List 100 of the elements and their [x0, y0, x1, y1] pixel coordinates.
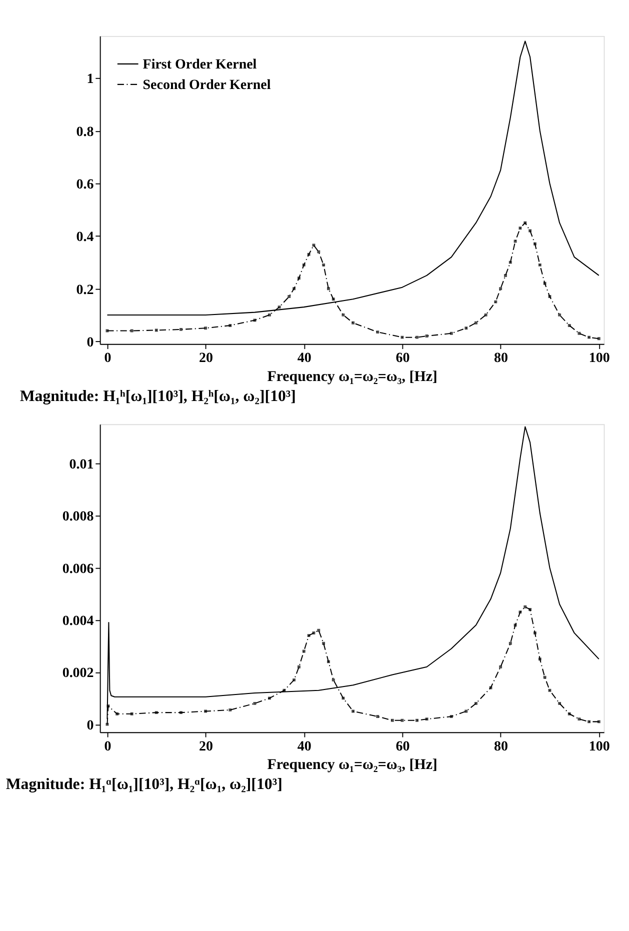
y-tick-label: 0.6 — [76, 177, 94, 192]
y-tick-label: 0.006 — [62, 562, 94, 577]
point — [332, 678, 335, 682]
y-tick-label: 0 — [86, 335, 94, 350]
y-tick-label: 0.002 — [62, 666, 94, 682]
point — [400, 718, 404, 722]
point — [425, 334, 428, 338]
point — [597, 720, 600, 724]
point — [524, 605, 527, 608]
point — [588, 720, 591, 724]
x-tick-label: 80 — [494, 739, 508, 754]
point — [376, 715, 380, 718]
y-tick-label: 0.008 — [62, 510, 94, 525]
point — [322, 263, 326, 266]
x-tick-label: 40 — [297, 739, 312, 754]
x-tick-label: 20 — [199, 739, 214, 754]
y-tick-label: 0.004 — [62, 614, 94, 630]
point — [464, 326, 468, 330]
point — [302, 263, 306, 266]
y-tick-label: 1 — [86, 72, 94, 88]
point — [533, 242, 536, 246]
point — [518, 226, 522, 230]
point — [548, 295, 552, 298]
point — [484, 313, 488, 316]
x-axis-title: Frequency ω₁=ω₂=ω₃, [Hz] — [267, 368, 438, 385]
point — [508, 260, 512, 264]
point — [130, 712, 134, 716]
point — [268, 696, 271, 700]
point — [292, 287, 296, 290]
point — [278, 306, 281, 309]
point — [543, 676, 546, 679]
x-tick-label: 80 — [494, 351, 508, 366]
point — [568, 324, 571, 327]
point — [518, 610, 522, 614]
point — [499, 287, 502, 290]
point — [292, 678, 296, 682]
point — [116, 712, 119, 716]
point — [450, 332, 453, 335]
point — [180, 328, 182, 331]
text: Magnitude: H₁ᵅ[ω₁][10³], H₂ᵅ[ω₁, ω₂][10³] — [6, 776, 282, 794]
point — [416, 336, 418, 339]
legend-label: First Order Kernel — [142, 58, 257, 73]
point — [317, 250, 320, 254]
point — [578, 332, 581, 335]
point — [228, 324, 232, 327]
x-tick-label: 60 — [396, 739, 410, 754]
point — [450, 715, 453, 718]
x-tick-label: 40 — [297, 351, 312, 366]
legend-label: Second Order Kernel — [142, 78, 271, 94]
point — [342, 313, 345, 316]
point — [528, 608, 532, 611]
point — [352, 321, 355, 324]
point — [588, 336, 591, 339]
point — [543, 282, 546, 285]
point — [298, 665, 300, 668]
point — [327, 660, 330, 664]
point — [154, 328, 158, 332]
y-tick-label: 0.2 — [76, 282, 94, 298]
y-tick-label: 0.8 — [76, 124, 94, 140]
point — [376, 330, 380, 334]
y-tick-label: 0.4 — [76, 230, 94, 246]
point — [307, 252, 310, 256]
point — [528, 229, 532, 232]
line-series — [106, 426, 600, 720]
point — [474, 321, 478, 324]
point — [228, 708, 232, 712]
point — [425, 718, 428, 721]
point — [538, 263, 542, 266]
x-tick-label: 100 — [588, 739, 610, 754]
point — [307, 634, 310, 638]
point — [538, 658, 542, 661]
point — [494, 300, 498, 304]
y-tick-label: 0 — [86, 718, 94, 734]
point — [558, 313, 562, 316]
point — [342, 696, 345, 700]
point — [499, 665, 502, 668]
point — [524, 221, 527, 224]
point — [268, 313, 271, 316]
text: Magnitude: H₁ʰ[ω₁][10³], H₂ʰ[ω₁, ω₂][10³] — [20, 388, 296, 405]
point — [548, 688, 552, 692]
point — [597, 337, 600, 340]
y-tick-label: 0.01 — [69, 457, 94, 472]
point — [400, 336, 404, 339]
point — [514, 624, 517, 627]
point — [558, 702, 562, 705]
point — [416, 718, 418, 722]
x-tick-label: 0 — [104, 351, 112, 366]
point — [204, 326, 208, 330]
point — [390, 718, 394, 722]
point — [332, 298, 335, 301]
point — [106, 704, 110, 708]
point — [327, 287, 330, 290]
point — [578, 718, 581, 721]
point — [568, 712, 571, 716]
x-tick-label: 60 — [396, 351, 410, 366]
point — [298, 276, 300, 280]
point — [154, 711, 158, 714]
x-tick-label: 0 — [104, 739, 112, 754]
point — [504, 274, 507, 277]
point — [317, 628, 320, 632]
